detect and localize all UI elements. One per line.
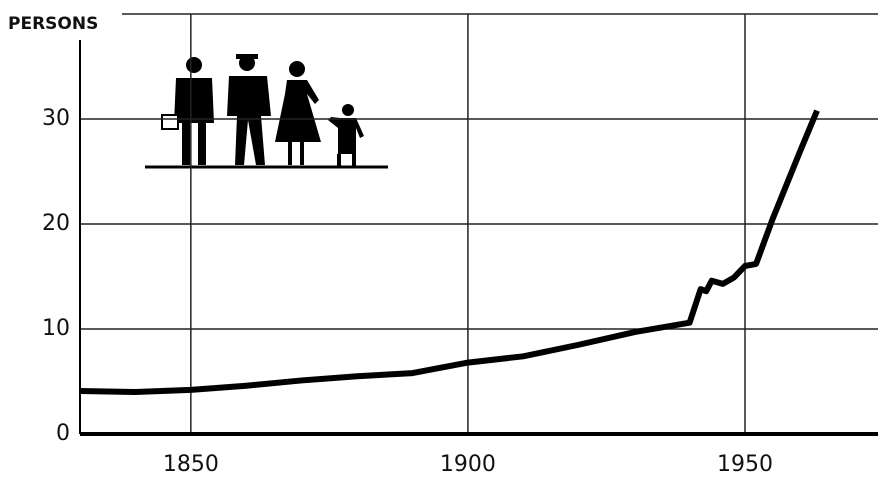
y-axis-label: PERSONS	[8, 14, 98, 34]
x-tick-label: 1950	[717, 452, 773, 477]
y-tick-label: 20	[42, 211, 70, 236]
x-tick-label: 1850	[163, 452, 219, 477]
family-illustration	[145, 54, 388, 169]
y-tick-label: 30	[42, 106, 70, 131]
data-line	[79, 109, 820, 395]
x-tick-label: 1900	[440, 452, 496, 477]
y-tick-label: 10	[42, 316, 70, 341]
y-tick-label: 0	[56, 421, 70, 446]
